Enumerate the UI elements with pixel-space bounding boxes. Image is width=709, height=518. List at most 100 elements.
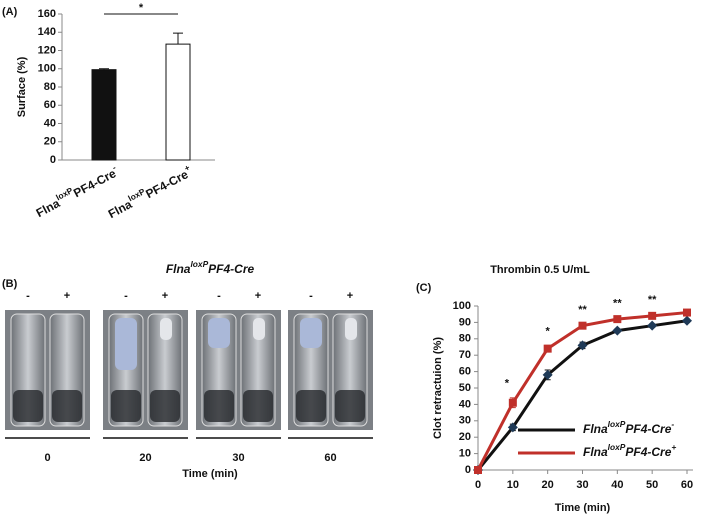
error-bar — [99, 68, 109, 70]
y-tick-label: 160 — [38, 8, 56, 20]
x-tick-label: 30 — [576, 479, 588, 491]
panel-title-part: loxP — [190, 259, 208, 269]
y-tick-label: 120 — [38, 44, 56, 56]
chart-title: Thrombin 0.5 U/mL — [490, 264, 590, 276]
legend-label-part: - — [671, 419, 674, 429]
significance-star: ** — [578, 304, 587, 316]
panel-label: (A) — [2, 6, 18, 18]
x-tick-label-part: PF4-Cre — [143, 167, 190, 201]
y-tick-label: 90 — [459, 316, 471, 328]
marker — [578, 321, 587, 330]
panel-title-part: Flna — [166, 262, 191, 276]
clot — [253, 318, 265, 340]
legend-label-part: Flna — [583, 445, 608, 459]
time-label: 30 — [232, 452, 244, 464]
y-axis-label: Surface (%) — [16, 56, 28, 117]
time-label: 60 — [324, 452, 336, 464]
marker — [542, 369, 553, 380]
y-tick-label: 60 — [44, 99, 56, 111]
panel-label: (B) — [2, 278, 18, 290]
marker — [508, 398, 517, 407]
legend-label-part: PF4-Cre — [625, 422, 671, 436]
panel-label: (C) — [416, 282, 432, 294]
clot — [300, 318, 322, 348]
tube-base — [13, 390, 43, 422]
tube-base — [204, 390, 234, 422]
tube-base — [111, 390, 141, 422]
y-tick-label: 0 — [465, 464, 471, 476]
sign-label: - — [217, 290, 221, 302]
x-axis-label: Time (min) — [555, 502, 611, 514]
x-tick-label: FlnaloxPPF4-Cre+ — [105, 162, 195, 221]
tube-base — [335, 390, 365, 422]
bar — [91, 69, 117, 161]
bar — [165, 43, 191, 161]
tube-base — [150, 390, 180, 422]
sign-label: + — [162, 290, 168, 302]
tube-base — [296, 390, 326, 422]
marker — [647, 320, 658, 331]
panel-title-part: PF4-Cre — [208, 262, 254, 276]
marker — [612, 325, 623, 336]
marker — [543, 344, 552, 353]
legend-label: FlnaloxPPF4-Cre+ — [583, 442, 676, 459]
y-tick-label: 40 — [44, 117, 56, 129]
significance-star: * — [505, 378, 510, 390]
y-tick-label: 30 — [459, 415, 471, 427]
x-tick-label-part: - — [110, 162, 117, 172]
x-tick-label: 20 — [542, 479, 554, 491]
panel-title: FlnaloxPPF4-Cre — [166, 259, 255, 276]
x-tick-label-part: PF4-Cre — [71, 166, 118, 200]
time-label: 0 — [44, 452, 50, 464]
marker — [613, 315, 622, 324]
marker — [648, 311, 657, 320]
marker — [474, 466, 482, 474]
clot — [115, 318, 137, 370]
marker — [577, 340, 588, 351]
clot — [160, 318, 172, 340]
y-tick-label: 0 — [50, 154, 56, 166]
legend-label-part: loxP — [608, 442, 626, 452]
x-tick-label: 10 — [507, 479, 519, 491]
legend-label-part: + — [671, 442, 676, 452]
significance-star: ** — [613, 297, 622, 309]
x-tick-label-part: + — [183, 162, 192, 173]
legend-label-part: loxP — [608, 419, 626, 429]
marker — [682, 315, 692, 326]
sign-label: - — [26, 290, 30, 302]
y-tick-label: 60 — [459, 366, 471, 378]
y-tick-label: 100 — [38, 63, 56, 75]
y-tick-label: 80 — [459, 333, 471, 345]
legend-label-part: Flna — [583, 422, 608, 436]
marker — [507, 422, 518, 433]
y-tick-label: 80 — [44, 81, 56, 93]
sign-label: + — [347, 290, 353, 302]
y-tick-label: 20 — [459, 431, 471, 443]
significance-star: * — [546, 325, 551, 337]
y-axis-label: Clot retractuion (%) — [432, 337, 444, 439]
tube-base — [52, 390, 82, 422]
x-tick-label: 40 — [611, 479, 623, 491]
legend-label-part: PF4-Cre — [625, 445, 671, 459]
clot — [208, 318, 230, 348]
sign-label: - — [124, 290, 128, 302]
x-axis-label: Time (min) — [182, 468, 238, 480]
y-tick-label: 100 — [453, 300, 471, 312]
x-tick-label: 60 — [681, 479, 693, 491]
significance-star: ** — [648, 294, 657, 306]
y-tick-label: 50 — [459, 382, 471, 394]
x-tick-label: 0 — [475, 479, 481, 491]
marker — [683, 308, 691, 317]
y-tick-label: 40 — [459, 398, 471, 410]
tube-base — [243, 390, 273, 422]
x-tick-label: 50 — [646, 479, 658, 491]
y-tick-label: 20 — [44, 136, 56, 148]
y-tick-label: 140 — [38, 26, 56, 38]
sign-label: + — [64, 290, 70, 302]
significance-star: * — [139, 2, 144, 14]
y-tick-label: 70 — [459, 349, 471, 361]
clot — [345, 318, 357, 340]
legend-label: FlnaloxPPF4-Cre- — [583, 419, 674, 436]
time-label: 20 — [139, 452, 151, 464]
